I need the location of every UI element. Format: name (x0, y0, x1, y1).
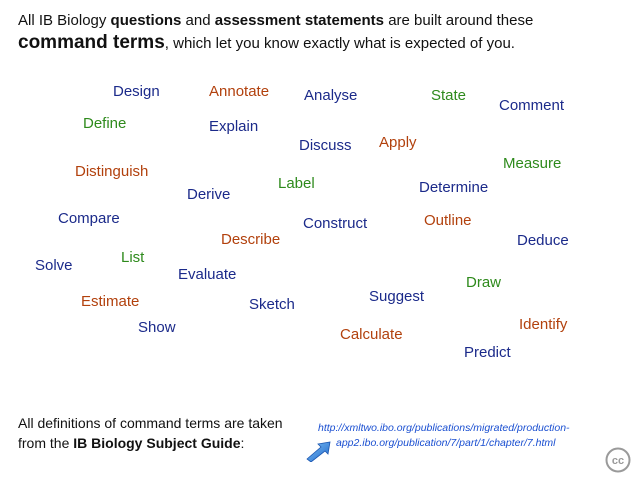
term-sketch: Sketch (249, 296, 295, 313)
term-discuss: Discuss (299, 137, 352, 154)
intro-bold-assessment: assessment statements (214, 12, 385, 29)
term-construct: Construct (303, 215, 368, 232)
term-design: Design (113, 83, 160, 100)
term-apply: Apply (379, 134, 417, 151)
term-state: State (431, 87, 467, 104)
intro-text-part: , which let you know exactly what is exp… (164, 35, 515, 52)
term-solve: Solve (35, 257, 73, 274)
term-label: Label (278, 175, 315, 192)
arrow-icon (306, 441, 331, 462)
footer-text-part: : (240, 435, 245, 451)
term-measure: Measure (503, 155, 562, 172)
term-suggest: Suggest (369, 288, 425, 305)
term-determine: Determine (419, 179, 489, 196)
term-derive: Derive (187, 186, 231, 203)
term-outline: Outline (424, 212, 472, 229)
term-evaluate: Evaluate (178, 266, 237, 283)
term-predict: Predict (464, 344, 511, 361)
term-deduce: Deduce (517, 232, 569, 249)
intro-bold-command-terms: command terms (18, 32, 165, 53)
intro-line-1: All IB Biology questions and assessment … (18, 10, 618, 32)
term-distinguish: Distinguish (75, 163, 149, 180)
term-identify: Identify (519, 316, 568, 333)
intro-text-part: are built around these (384, 12, 534, 29)
term-compare: Compare (58, 210, 120, 227)
term-draw: Draw (466, 274, 502, 291)
footer-line-2: from the IB Biology Subject Guide: (18, 433, 318, 453)
footer-subject-guide: IB Biology Subject Guide (73, 435, 241, 451)
intro-text-part: and (181, 12, 215, 29)
footer-text-part: from the (18, 435, 74, 451)
term-annotate: Annotate (209, 83, 270, 100)
term-define: Define (83, 115, 127, 132)
term-calculate: Calculate (340, 326, 403, 343)
link-line-2[interactable]: app2.ibo.org/publication/7/part/1/chapte… (336, 437, 556, 449)
footer-line-1: All definitions of command terms are tak… (18, 415, 283, 431)
term-explain: Explain (209, 118, 259, 135)
intro-text-part: All IB Biology (18, 12, 111, 29)
intro-bold-questions: questions (110, 12, 182, 29)
term-analyse: Analyse (304, 87, 358, 104)
intro-line-2: command terms, which let you know exactl… (18, 32, 618, 55)
intro-text: All IB Biology questions and assessment … (18, 10, 618, 55)
term-show: Show (138, 319, 176, 336)
link-line-1[interactable]: http://xmltwo.ibo.org/publications/migra… (318, 422, 570, 434)
ibo-guide-link[interactable]: http://xmltwo.ibo.org/publications/migra… (318, 421, 598, 451)
term-list: List (121, 249, 145, 266)
term-comment: Comment (499, 97, 565, 114)
term-describe: Describe (221, 231, 281, 248)
footer-note: All definitions of command terms are tak… (18, 413, 318, 453)
cc-badge-text: cc (612, 455, 624, 467)
term-estimate: Estimate (81, 293, 140, 310)
cc-license-icon: cc (605, 447, 631, 473)
